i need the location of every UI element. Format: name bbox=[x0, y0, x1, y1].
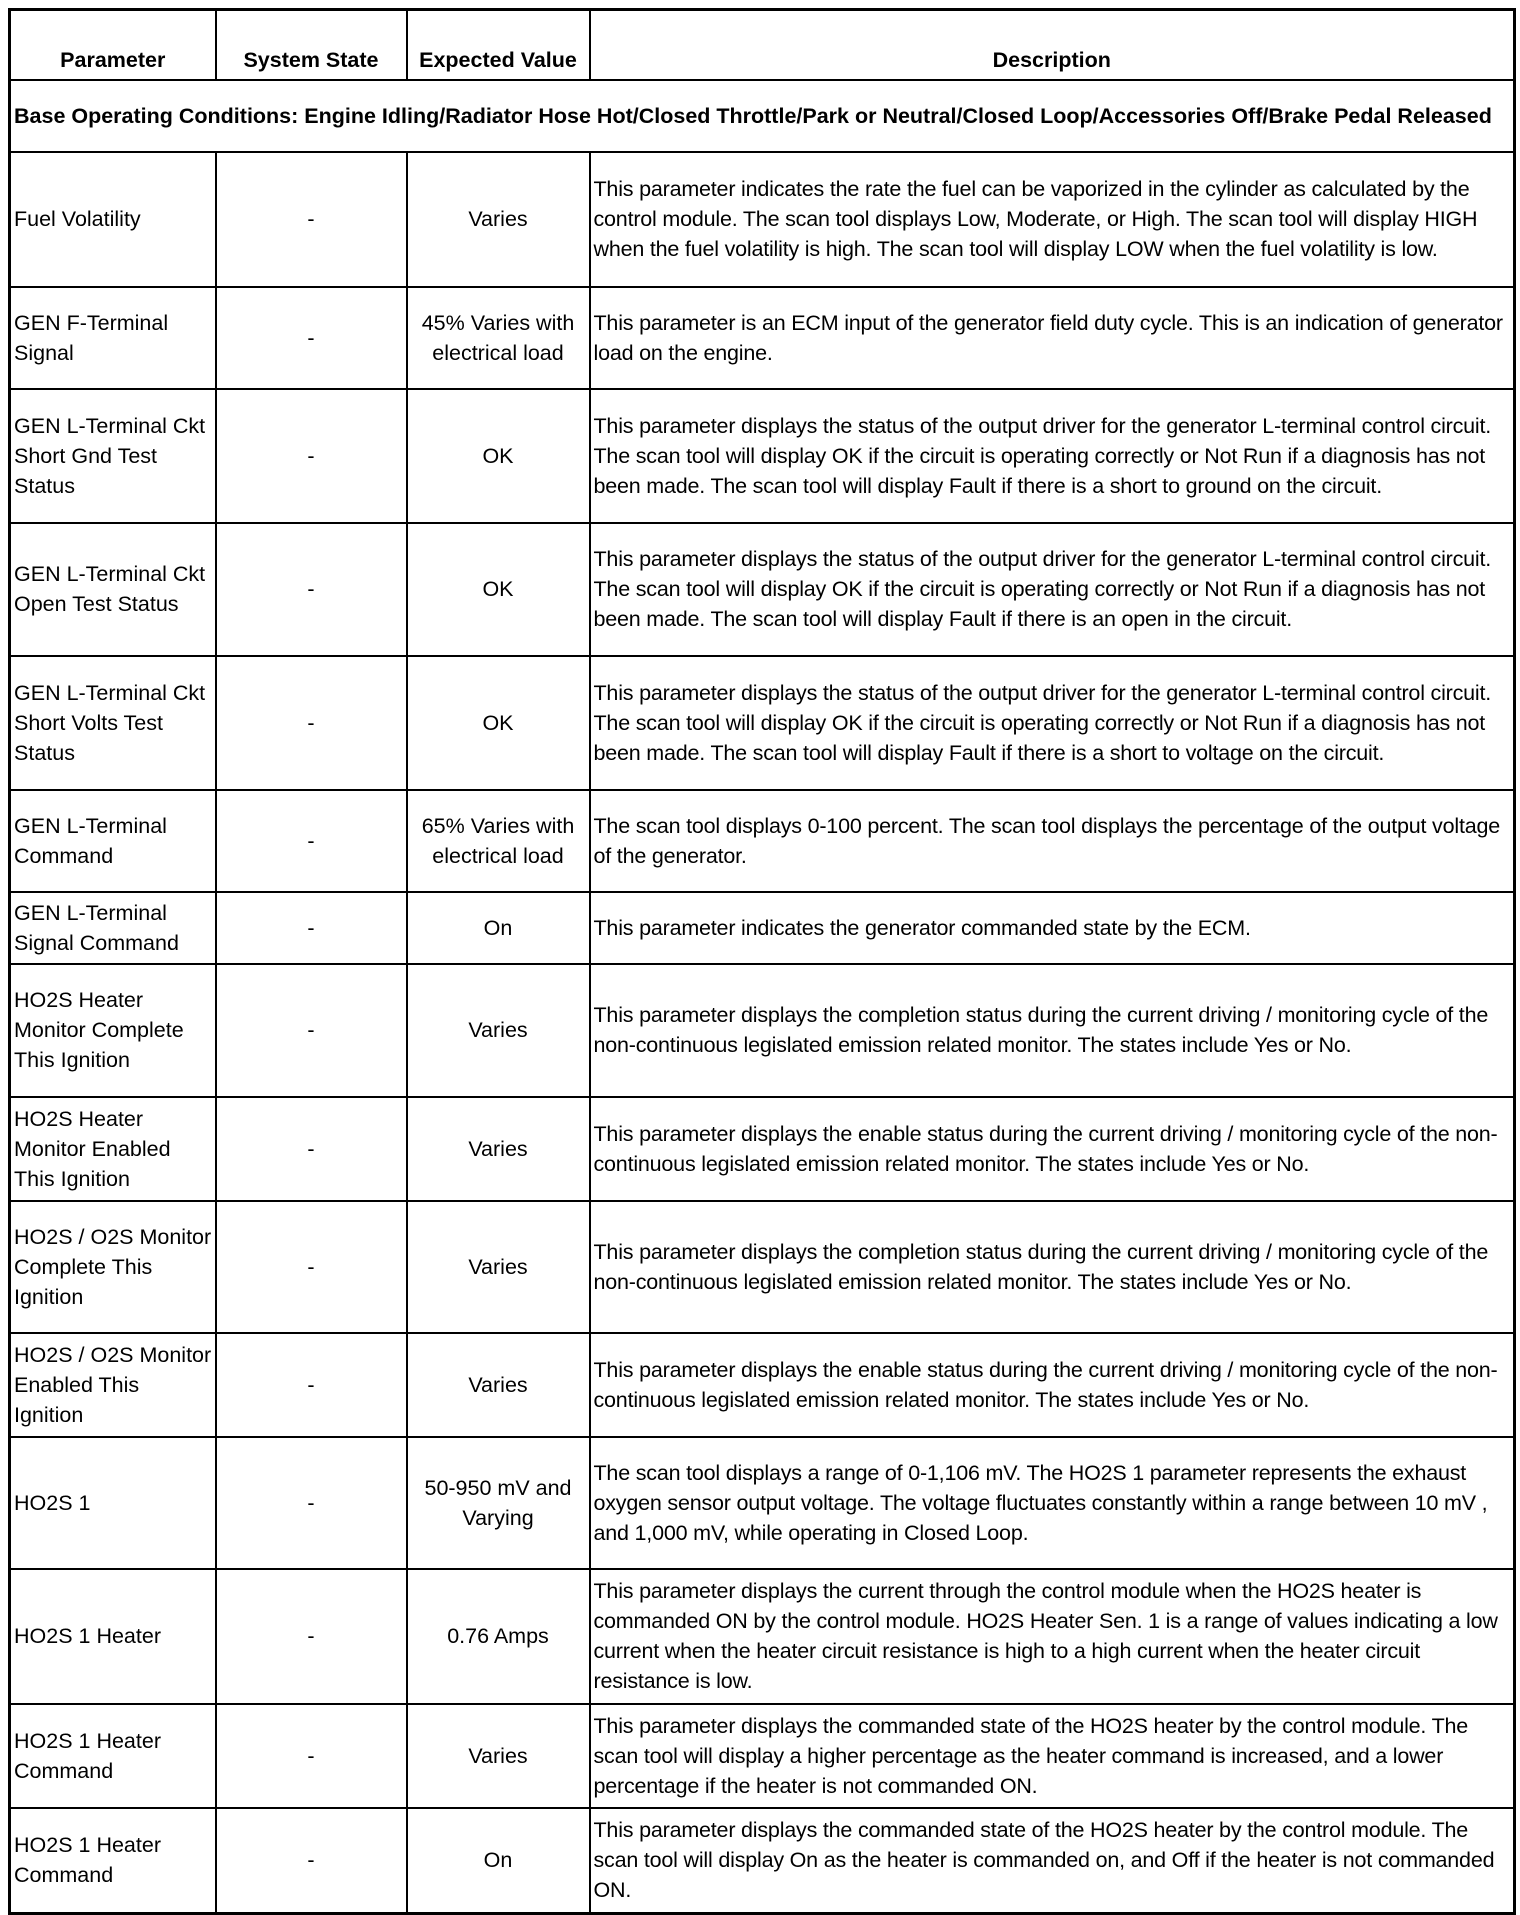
parameter-cell: HO2S / O2S Monitor Complete This Ignitio… bbox=[8, 1199, 217, 1334]
expected-value-cell: 45% Varies with electrical load bbox=[405, 285, 591, 390]
parameter-cell: HO2S 1 Heater bbox=[8, 1567, 217, 1705]
table-row: HO2S 1 Heater -0.76 Amps This parameter di… bbox=[8, 1567, 1516, 1705]
system-state-cell: - bbox=[214, 1331, 408, 1438]
parameter-cell: HO2S Heater Monitor Enabled This Ignitio… bbox=[8, 1095, 217, 1202]
parameter-cell: GEN L-Terminal Ckt Short Gnd Test Status bbox=[8, 387, 217, 524]
expected-value-cell: Varies bbox=[405, 1702, 591, 1809]
base-conditions: Base Operating Conditions: Engine Idling… bbox=[8, 78, 1516, 153]
system-state-cell: - bbox=[214, 1435, 408, 1570]
header-row: Parameter System State Expected Value De… bbox=[8, 8, 1516, 81]
parameter-cell: HO2S Heater Monitor Complete This Igniti… bbox=[8, 962, 217, 1098]
description-cell: This parameter displays the status of th… bbox=[588, 387, 1516, 524]
description-cell: This parameter displays the completion s… bbox=[588, 1199, 1516, 1334]
description-cell: This parameter displays the status of th… bbox=[588, 521, 1516, 657]
system-state-cell: - bbox=[214, 1806, 408, 1915]
system-state-cell: - bbox=[214, 285, 408, 390]
table-row: HO2S / O2S Monitor Enabled This Ignition… bbox=[8, 1331, 1516, 1438]
system-state-cell: - bbox=[214, 1199, 408, 1334]
table-row: HO2S Heater Monitor Complete This Igniti… bbox=[8, 962, 1516, 1098]
table-row: GEN L-Terminal Command -65% Varies with e… bbox=[8, 788, 1516, 893]
header-expected-value: Expected Value bbox=[405, 8, 591, 81]
table-row: HO2S Heater Monitor Enabled This Ignitio… bbox=[8, 1095, 1516, 1202]
expected-value-cell: Varies bbox=[405, 150, 591, 288]
table-row: GEN L-Terminal Signal Command - On This par… bbox=[8, 890, 1516, 965]
parameter-cell: HO2S 1 Heater Command bbox=[8, 1806, 217, 1915]
table-row: Fuel Volatility - Varies This parameter ind… bbox=[8, 150, 1516, 288]
expected-value-cell: OK bbox=[405, 654, 591, 791]
description-cell: This parameter displays the completion s… bbox=[588, 962, 1516, 1098]
table-row: GEN L-Terminal Ckt Short Gnd Test Status… bbox=[8, 387, 1516, 524]
system-state-cell: - bbox=[214, 890, 408, 965]
parameter-table: Parameter System State Expected Value De… bbox=[8, 8, 1516, 1915]
system-state-cell: - bbox=[214, 1095, 408, 1202]
expected-value-cell: Varies bbox=[405, 1199, 591, 1334]
expected-value-cell: Varies bbox=[405, 962, 591, 1098]
parameter-cell: GEN L-Terminal Command bbox=[8, 788, 217, 893]
expected-value-cell: 0.76 Amps bbox=[405, 1567, 591, 1705]
parameter-cell: HO2S 1 bbox=[8, 1435, 217, 1570]
system-state-cell: - bbox=[214, 387, 408, 524]
description-cell: This parameter indicates the rate the fu… bbox=[588, 150, 1516, 288]
expected-value-cell: OK bbox=[405, 387, 591, 524]
system-state-cell: - bbox=[214, 654, 408, 791]
table-row: GEN L-Terminal Ckt Open Test Status - OK Th… bbox=[8, 521, 1516, 657]
expected-value-cell: On bbox=[405, 1806, 591, 1915]
parameter-cell: HO2S / O2S Monitor Enabled This Ignition bbox=[8, 1331, 217, 1438]
expected-value-cell: 50-950 mV and Varying bbox=[405, 1435, 591, 1570]
description-cell: This parameter displays the enable statu… bbox=[588, 1331, 1516, 1438]
parameter-cell: GEN F-Terminal Signal bbox=[8, 285, 217, 390]
description-cell: The scan tool displays a range of 0-1,10… bbox=[588, 1435, 1516, 1570]
header-system-state: System State bbox=[214, 8, 408, 81]
header-description: Description bbox=[588, 8, 1516, 81]
system-state-cell: - bbox=[214, 150, 408, 288]
system-state-cell: - bbox=[214, 1567, 408, 1705]
expected-value-cell: 65% Varies with electrical load bbox=[405, 788, 591, 893]
description-cell: This parameter displays the commanded st… bbox=[588, 1702, 1516, 1809]
description-cell: This parameter is an ECM input of the ge… bbox=[588, 285, 1516, 390]
table-row: HO2S 1 Heater Command - Varies This paramet… bbox=[8, 1702, 1516, 1809]
description-cell: This parameter displays the commanded st… bbox=[588, 1806, 1516, 1915]
system-state-cell: - bbox=[214, 962, 408, 1098]
parameter-cell: GEN L-Terminal Signal Command bbox=[8, 890, 217, 965]
parameter-cell: HO2S 1 Heater Command bbox=[8, 1702, 217, 1809]
system-state-cell: - bbox=[214, 1702, 408, 1809]
base-conditions-row: Base Operating Conditions: Engine Idling… bbox=[8, 78, 1516, 153]
expected-value-cell: Varies bbox=[405, 1331, 591, 1438]
table-row: HO2S / O2S Monitor Complete This Ignitio… bbox=[8, 1199, 1516, 1334]
table-row: GEN F-Terminal Signal -45% Varies with el… bbox=[8, 285, 1516, 390]
description-cell: This parameter displays the current thro… bbox=[588, 1567, 1516, 1705]
description-cell: This parameter indicates the generator c… bbox=[588, 890, 1516, 965]
description-cell: This parameter displays the enable statu… bbox=[588, 1095, 1516, 1202]
system-state-cell: - bbox=[214, 521, 408, 657]
parameter-cell: GEN L-Terminal Ckt Open Test Status bbox=[8, 521, 217, 657]
table-row: GEN L-Terminal Ckt Short Volts Test Stat… bbox=[8, 654, 1516, 791]
description-cell: This parameter displays the status of th… bbox=[588, 654, 1516, 791]
table-row: HO2S 1-50-950 mV and Varying The scan too… bbox=[8, 1435, 1516, 1570]
header-parameter: Parameter bbox=[8, 8, 217, 81]
expected-value-cell: On bbox=[405, 890, 591, 965]
expected-value-cell: Varies bbox=[405, 1095, 591, 1202]
table-row: HO2S 1 Heater Command - On This parameter d… bbox=[8, 1806, 1516, 1915]
expected-value-cell: OK bbox=[405, 521, 591, 657]
description-cell: The scan tool displays 0-100 percent. Th… bbox=[588, 788, 1516, 893]
system-state-cell: - bbox=[214, 788, 408, 893]
parameter-cell: GEN L-Terminal Ckt Short Volts Test Stat… bbox=[8, 654, 217, 791]
parameter-cell: Fuel Volatility bbox=[8, 150, 217, 288]
